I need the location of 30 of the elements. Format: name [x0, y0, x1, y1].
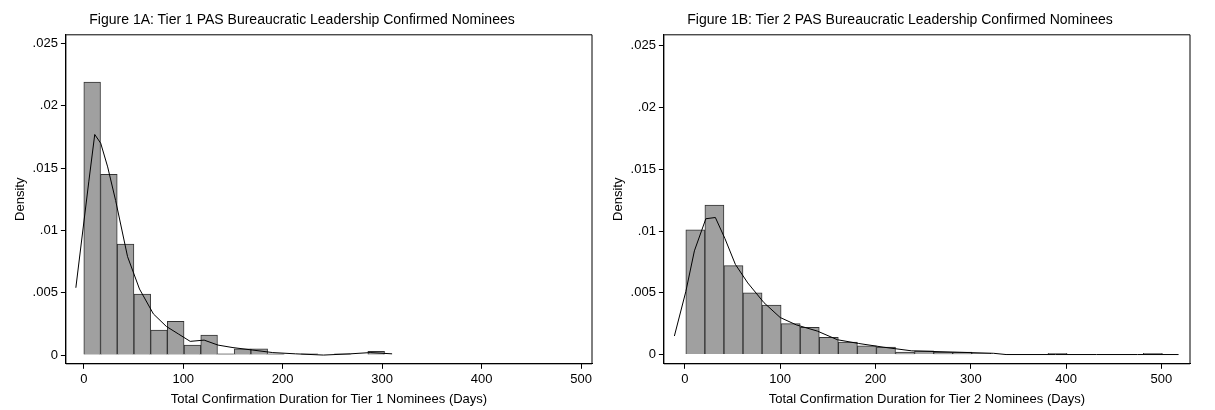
chart-title: Figure 1B: Tier 2 PAS Bureaucratic Leadership Confirmed Nominees [687, 11, 1113, 28]
y-tick-label: .025 [630, 37, 656, 53]
y-tick-label: .005 [32, 284, 58, 300]
y-tick-label: .02 [637, 99, 656, 115]
x-tick-label: 400 [1055, 371, 1077, 387]
y-tick-label: .015 [32, 159, 58, 175]
chart-title: Figure 1A: Tier 1 PAS Bureaucratic Leadership Confirmed Nominees [89, 11, 515, 28]
y-axis-title: Density [12, 177, 28, 221]
x-axis-title: Total Confirmation Duration for Tier 2 Nominees (Days) [768, 390, 1086, 406]
y-tick-label: .01 [637, 222, 656, 238]
x-tick-label: 200 [864, 371, 887, 387]
x-tick-label: 200 [271, 371, 294, 387]
y-axis-title: Density [610, 177, 626, 221]
x-tick-label: 400 [470, 371, 493, 387]
x-tick-label: 100 [769, 371, 792, 387]
y-tick-label: 0 [50, 346, 58, 362]
y-tick-label: .025 [32, 35, 58, 51]
y-tick-label: .005 [630, 284, 656, 300]
x-tick-label: 500 [1150, 371, 1173, 387]
x-tick-label: 0 [80, 371, 88, 387]
y-tick-label: .01 [39, 222, 58, 238]
y-tick-label: .02 [39, 97, 58, 113]
x-axis-title: Total Confirmation Duration for Tier 1 Nominees (Days) [170, 390, 488, 406]
y-tick-label: .015 [630, 160, 656, 176]
x-tick-label: 0 [681, 371, 689, 387]
x-tick-label: 300 [959, 371, 982, 387]
x-tick-label: 100 [172, 371, 195, 387]
x-tick-label: 300 [371, 371, 394, 387]
y-tick-label: 0 [648, 346, 656, 362]
x-tick-label: 500 [570, 371, 592, 387]
